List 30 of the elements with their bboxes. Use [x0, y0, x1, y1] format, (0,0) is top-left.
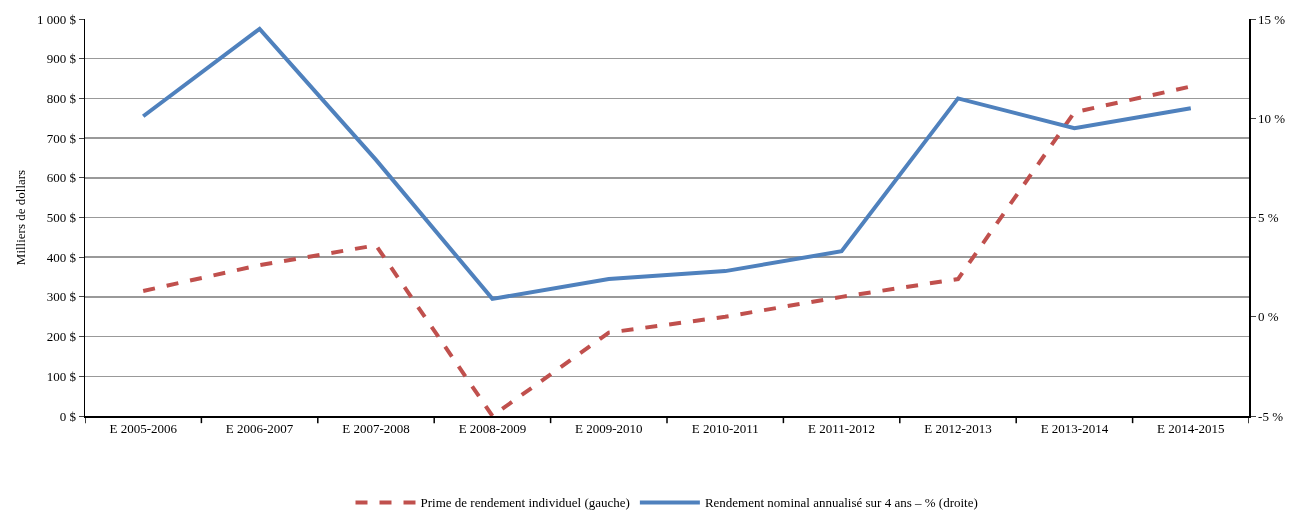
y2-tick-label: 10 % — [1258, 110, 1286, 126]
x-tick-label: E 2013-2014 — [1040, 421, 1109, 437]
legend-label: Rendement nominal annualisé sur 4 ans – % (droite) — [704, 495, 978, 511]
y2-tick-label: 15 % — [1258, 11, 1286, 27]
y2-tick-label: -5 % — [1258, 408, 1284, 424]
y-tick-label: 200 $ — [46, 329, 77, 345]
y-tick-label: 900 $ — [46, 51, 77, 67]
x-tick-label: E 2012-2013 — [924, 421, 992, 437]
y-tick-label: 600 $ — [46, 170, 77, 186]
y-tick-label: 1 000 $ — [36, 11, 77, 27]
x-tick-label: E 2010-2011 — [691, 421, 759, 437]
y-tick-label: 700 $ — [46, 130, 77, 146]
y-tick-label: 300 $ — [46, 289, 77, 305]
y2-tick-label: 0 % — [1258, 309, 1279, 325]
x-tick-label: E 2008-2009 — [458, 421, 527, 437]
x-tick-label: E 2006-2007 — [225, 421, 294, 437]
y-tick-label: 0 $ — [59, 408, 77, 424]
x-tick-label: E 2009-2010 — [575, 421, 643, 437]
x-tick-label: E 2005-2006 — [109, 421, 178, 437]
line-series — [141, 26, 1193, 301]
y-axis-title: Milliers de dollars — [13, 169, 29, 266]
y-tick-label: 500 $ — [46, 210, 77, 226]
y2-tick-label: 5 % — [1258, 210, 1279, 226]
y-tick-label: 800 $ — [46, 90, 77, 106]
legend-label: Prime de rendement individuel (gauche) — [420, 495, 630, 511]
x-tick-label: E 2007-2008 — [342, 421, 410, 437]
x-tick-label: E 2014-2015 — [1157, 421, 1225, 437]
x-tick-label: E 2011-2012 — [808, 421, 876, 437]
y-tick-label: 100 $ — [46, 368, 77, 384]
y-tick-label: 400 $ — [46, 249, 77, 265]
